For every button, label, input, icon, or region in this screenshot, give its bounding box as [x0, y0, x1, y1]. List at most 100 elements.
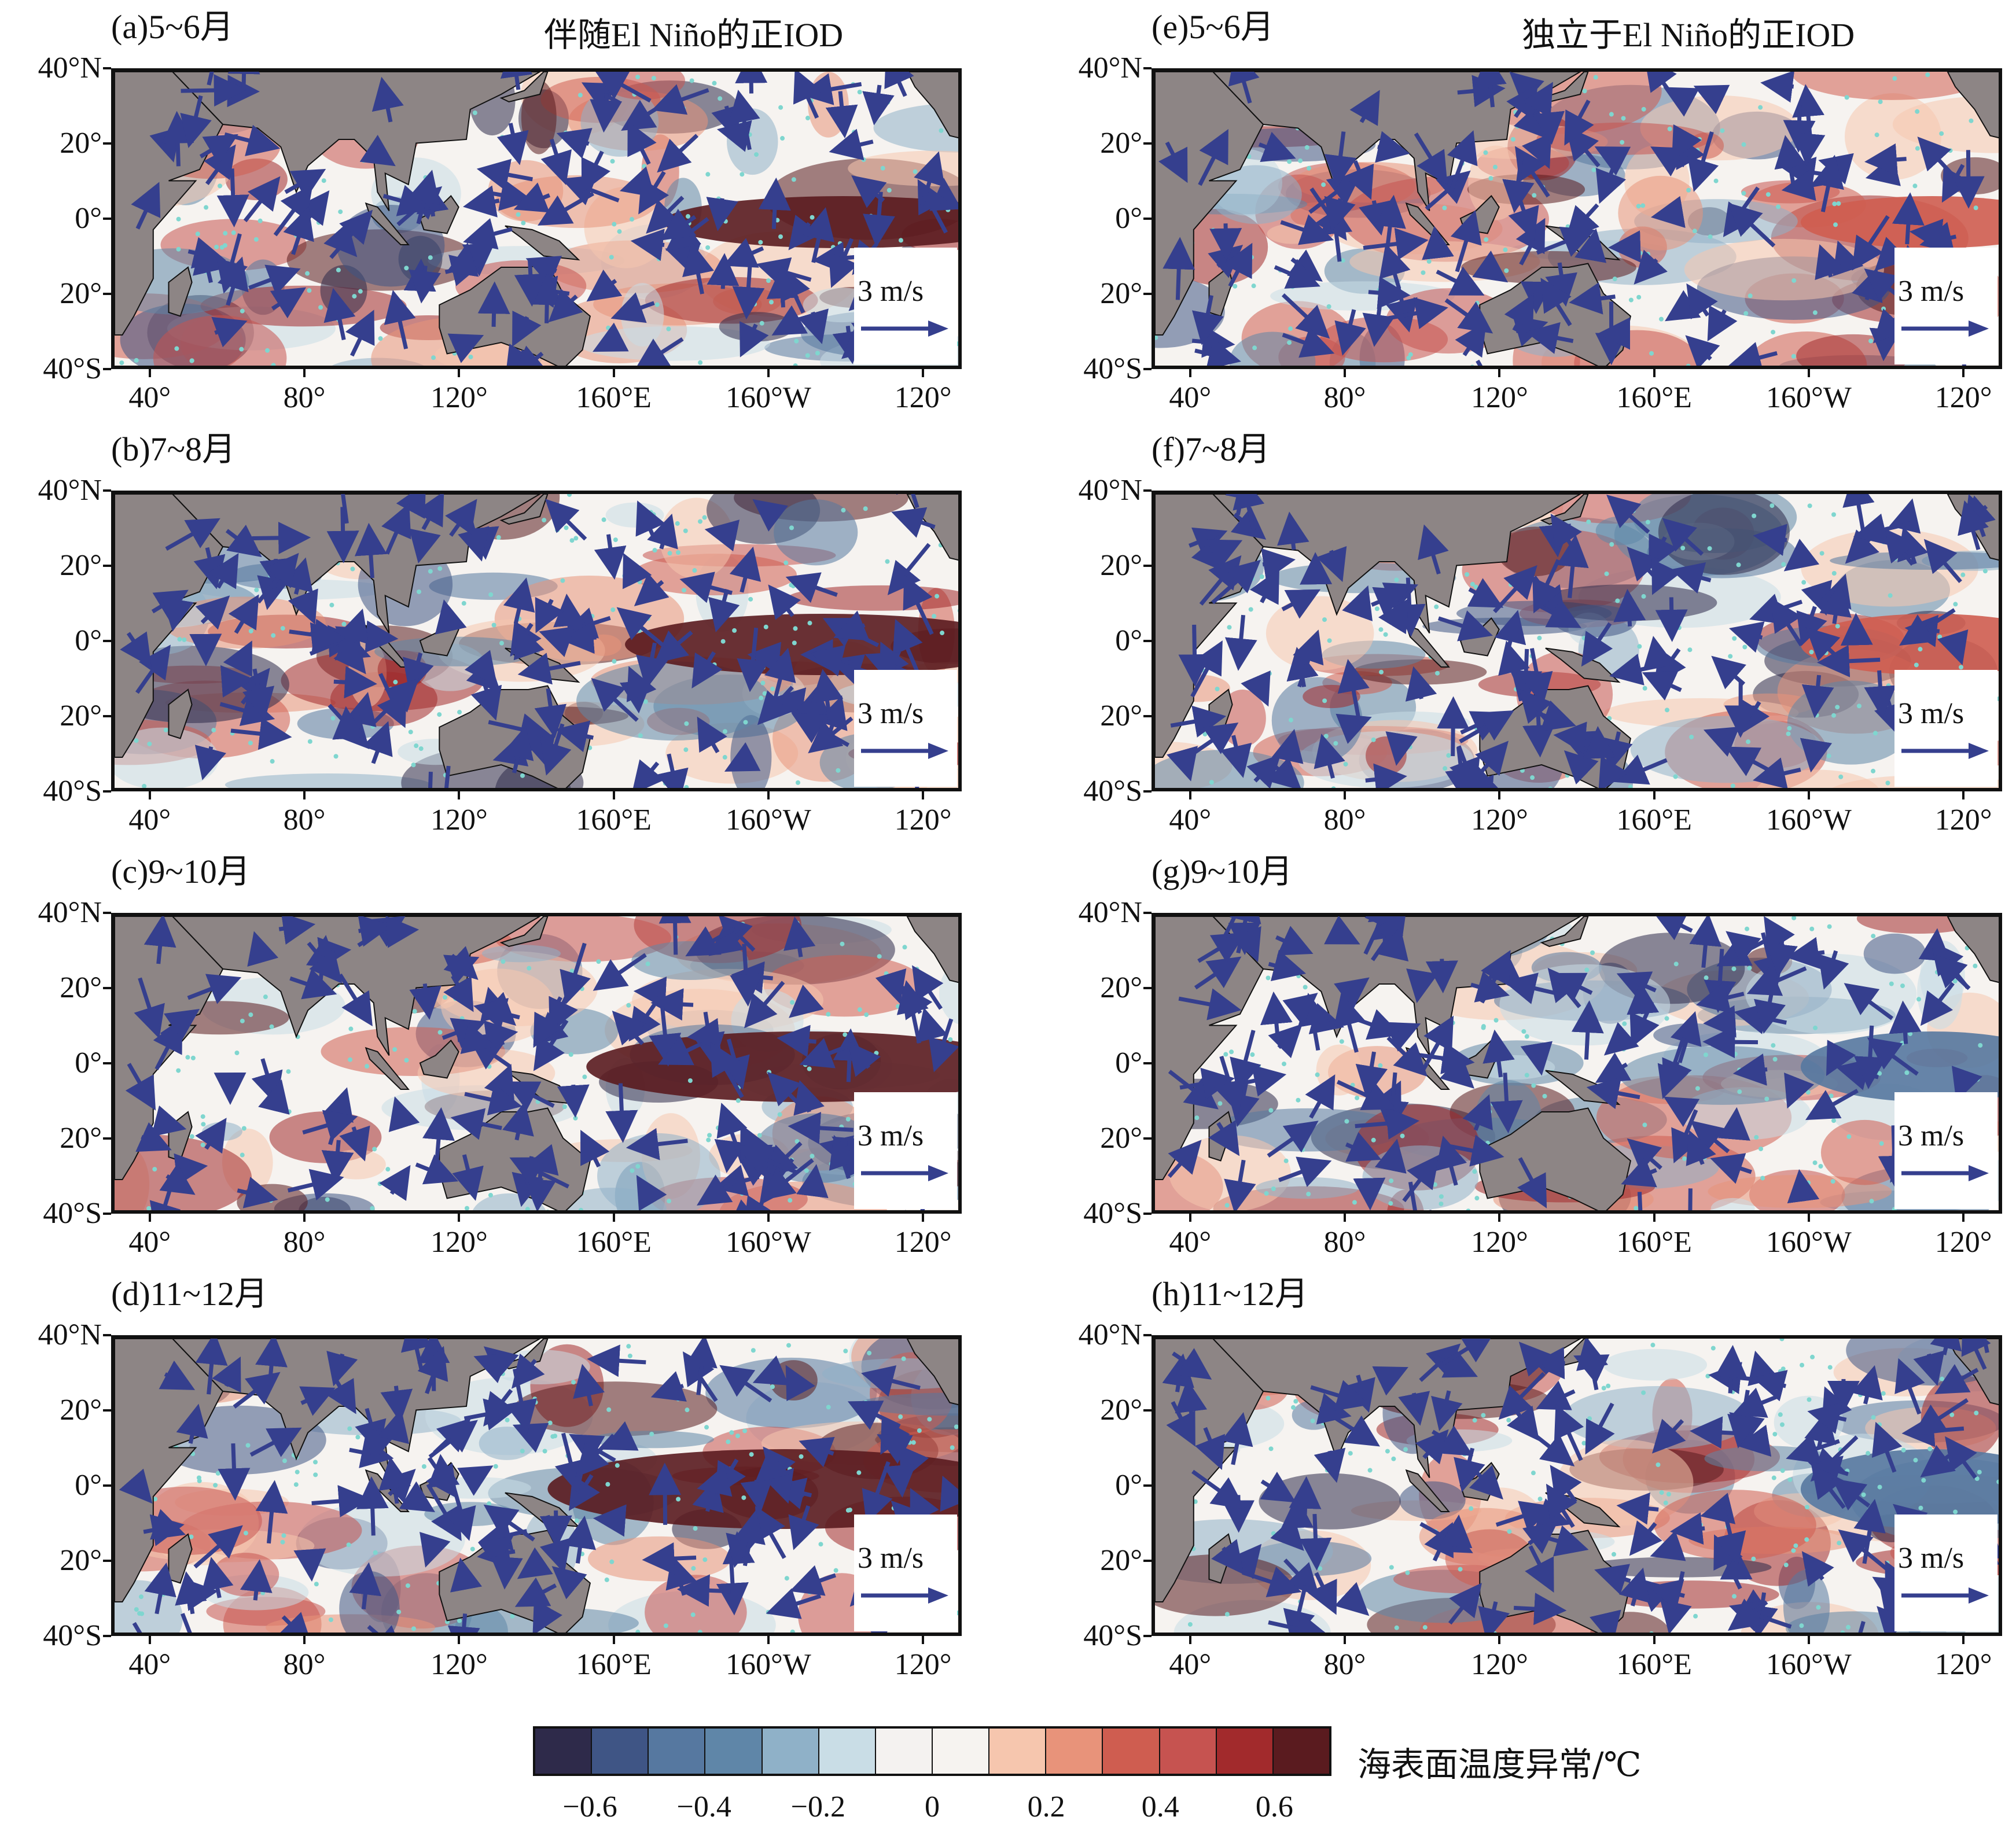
lon-tick: [1189, 1636, 1191, 1644]
lon-tick: [148, 1214, 151, 1222]
lon-tick: [1189, 369, 1191, 377]
lat-label: 20°: [1100, 1394, 1142, 1427]
colorbar-tick-label: 0.6: [1255, 1790, 1293, 1823]
lon-tick: [612, 791, 615, 799]
colorbar-tick-label: −0.6: [562, 1790, 617, 1823]
lon-label: 120°: [894, 381, 952, 414]
lat-tick: [103, 293, 111, 295]
lon-tick: [1189, 1214, 1191, 1222]
lon-label: 120°: [1934, 1226, 1992, 1259]
lat-label: 0°: [1115, 1469, 1142, 1502]
lat-label: 20°: [60, 699, 102, 732]
lon-tick: [1344, 369, 1347, 377]
lat-label: 20°: [1100, 549, 1142, 582]
lat-label: 0°: [75, 1047, 102, 1079]
lon-label: 160°E: [576, 1648, 652, 1681]
lat-tick: [1143, 640, 1152, 642]
lon-label: 160°E: [1616, 381, 1692, 414]
lat-label: 40°N: [38, 1318, 102, 1351]
lat-tick: [1143, 987, 1152, 989]
reference-vector-box: [1894, 1515, 1997, 1631]
panel-title: (c)9~10月: [111, 853, 251, 890]
lon-label: 80°: [1323, 1648, 1366, 1681]
lon-tick: [458, 791, 461, 799]
lon-label: 80°: [1323, 381, 1366, 414]
colorbar-swatch: [705, 1729, 763, 1774]
lon-label: 160°W: [1765, 381, 1852, 414]
lon-tick: [767, 1636, 770, 1644]
sst-map: [1155, 494, 1999, 788]
lat-label: 20°: [1100, 1122, 1142, 1155]
panel-title: (f)7~8月: [1152, 430, 1271, 468]
lon-label: 120°: [1934, 1648, 1992, 1681]
colorbar-tick-label: 0.4: [1141, 1790, 1179, 1823]
lon-tick: [148, 369, 151, 377]
lat-label: 40°S: [43, 1197, 102, 1230]
lon-tick: [1344, 1214, 1347, 1222]
lat-label: 20°: [1100, 1544, 1142, 1577]
colorbar-swatch: [649, 1729, 706, 1774]
lat-label: 40°N: [1078, 474, 1142, 507]
lat-tick: [1143, 1409, 1152, 1412]
lon-label: 80°: [1323, 1226, 1366, 1259]
lon-label: 120°: [894, 804, 952, 837]
wind-vectors: [119, 1339, 958, 1633]
map-panel: [111, 913, 962, 1214]
lon-tick: [1498, 1214, 1501, 1222]
reference-vector-arrow: [861, 743, 948, 759]
panel-title: (g)9~10月: [1152, 853, 1293, 890]
lat-tick: [103, 912, 111, 914]
lon-tick: [612, 1214, 615, 1222]
lon-label: 40°: [1169, 804, 1212, 837]
map-panel: [1152, 913, 2002, 1214]
lon-tick: [1498, 1636, 1501, 1644]
lat-tick: [1143, 1062, 1152, 1064]
panel-title: (d)11~12月: [111, 1275, 268, 1313]
lon-tick: [767, 791, 770, 799]
lon-label: 80°: [283, 381, 326, 414]
reference-vector-label: 3 m/s: [858, 275, 924, 308]
lon-label: 40°: [128, 1226, 171, 1259]
colorbar-swatch: [1216, 1729, 1274, 1774]
lon-label: 120°: [1934, 381, 1992, 414]
panel-title: (h)11~12月: [1152, 1275, 1308, 1313]
lat-tick: [1143, 1484, 1152, 1487]
lon-label: 40°: [1169, 1648, 1212, 1681]
lon-label: 160°E: [576, 804, 652, 837]
lon-label: 120°: [894, 1226, 952, 1259]
lat-label: 40°N: [1078, 896, 1142, 929]
lon-tick: [767, 369, 770, 377]
lat-tick: [103, 1213, 111, 1215]
sst-map: [115, 72, 958, 366]
lat-tick: [1143, 1213, 1152, 1215]
lon-label: 40°: [1169, 1226, 1212, 1259]
reference-vector-box: [854, 1515, 957, 1631]
lat-tick: [1143, 489, 1152, 492]
lon-tick: [1962, 1214, 1965, 1222]
lat-tick: [1143, 368, 1152, 370]
lat-tick: [103, 368, 111, 370]
lon-tick: [458, 369, 461, 377]
lat-tick: [1143, 67, 1152, 69]
lat-tick: [1143, 218, 1152, 220]
lon-label: 160°E: [576, 381, 652, 414]
colorbar-swatch: [1160, 1729, 1217, 1774]
lat-tick: [103, 218, 111, 220]
lon-label: 40°: [128, 381, 171, 414]
lat-label: 0°: [1115, 624, 1142, 657]
lat-label: 40°N: [38, 896, 102, 929]
reference-vector-box: [854, 1092, 957, 1209]
lat-tick: [1143, 565, 1152, 567]
lon-tick: [1962, 791, 1965, 799]
lon-tick: [612, 369, 615, 377]
lat-tick: [103, 67, 111, 69]
lat-tick: [103, 715, 111, 717]
lon-label: 160°W: [725, 804, 811, 837]
lon-label: 120°: [1470, 1226, 1528, 1259]
lat-tick: [103, 1062, 111, 1064]
reference-vector-box: [1894, 670, 1997, 787]
colorbar: [533, 1726, 1331, 1776]
lon-tick: [1653, 1214, 1656, 1222]
lon-label: 160°W: [1765, 804, 1852, 837]
lon-label: 40°: [128, 804, 171, 837]
